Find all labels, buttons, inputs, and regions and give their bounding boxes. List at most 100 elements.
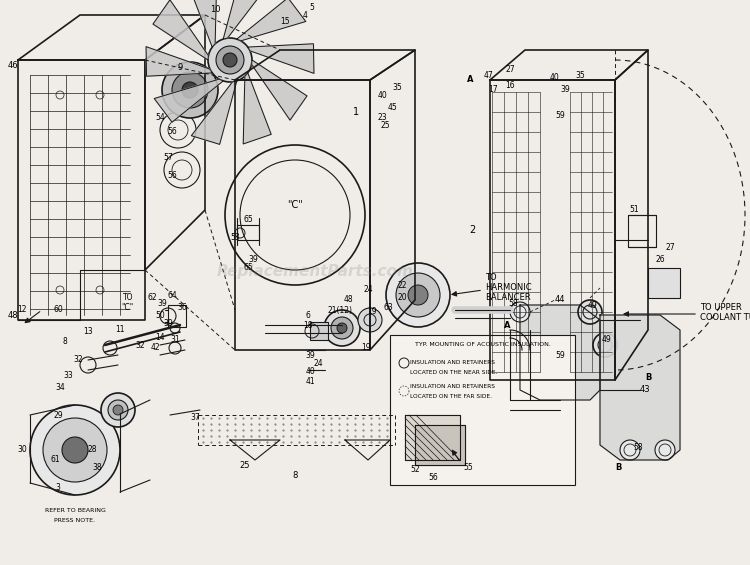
Text: 58: 58 — [509, 298, 518, 307]
Text: 39: 39 — [305, 350, 315, 359]
Circle shape — [30, 405, 120, 495]
Text: 1: 1 — [353, 107, 359, 117]
Circle shape — [386, 263, 450, 327]
Text: 54: 54 — [155, 112, 165, 121]
Text: 45: 45 — [387, 103, 397, 112]
Polygon shape — [154, 79, 224, 122]
Text: 50: 50 — [155, 311, 165, 319]
Text: REFER TO BEARING: REFER TO BEARING — [44, 507, 106, 512]
Text: 2: 2 — [469, 225, 475, 235]
Text: 56: 56 — [167, 128, 177, 137]
Polygon shape — [248, 44, 314, 73]
Circle shape — [408, 285, 428, 305]
Text: 38: 38 — [92, 463, 102, 472]
Text: HARMONIC: HARMONIC — [485, 284, 532, 293]
Polygon shape — [146, 47, 212, 76]
Polygon shape — [600, 315, 680, 460]
Text: 39: 39 — [164, 319, 172, 328]
Text: 27: 27 — [665, 244, 675, 253]
Text: 5: 5 — [310, 3, 314, 12]
Circle shape — [396, 273, 440, 317]
Polygon shape — [520, 305, 600, 400]
Text: 36: 36 — [177, 302, 187, 311]
Circle shape — [162, 62, 218, 118]
Polygon shape — [191, 81, 237, 145]
Text: "C": "C" — [121, 303, 133, 312]
Text: 11: 11 — [116, 325, 124, 334]
Polygon shape — [224, 0, 268, 39]
Text: ReplacementParts.com: ReplacementParts.com — [217, 264, 413, 279]
Text: 20: 20 — [398, 293, 406, 302]
Text: 40: 40 — [550, 73, 560, 82]
Bar — [628, 215, 656, 247]
Circle shape — [108, 400, 128, 420]
Circle shape — [101, 393, 135, 427]
Text: 30: 30 — [17, 445, 27, 454]
Text: 17: 17 — [488, 85, 498, 94]
Text: INSULATION AND RETAINERS: INSULATION AND RETAINERS — [410, 360, 495, 366]
Text: 3: 3 — [56, 483, 61, 492]
Text: 35: 35 — [392, 82, 402, 92]
Polygon shape — [237, 0, 306, 41]
Text: 25: 25 — [380, 120, 390, 129]
Text: LOCATED ON THE FAR SIDE.: LOCATED ON THE FAR SIDE. — [410, 393, 492, 398]
Text: 10: 10 — [210, 6, 220, 15]
Circle shape — [172, 72, 208, 108]
Text: 42: 42 — [150, 344, 160, 353]
Polygon shape — [405, 415, 460, 460]
Circle shape — [113, 405, 123, 415]
Text: 29: 29 — [53, 411, 63, 419]
Text: 15: 15 — [280, 18, 290, 27]
Text: 51: 51 — [629, 206, 639, 215]
Text: 47: 47 — [483, 71, 493, 80]
Text: 13: 13 — [83, 328, 93, 337]
Text: 57: 57 — [164, 154, 172, 163]
Circle shape — [655, 440, 675, 460]
Text: 40: 40 — [305, 367, 315, 376]
Text: 8: 8 — [62, 337, 68, 346]
Text: 39: 39 — [560, 85, 570, 94]
Text: 39: 39 — [248, 255, 258, 264]
Text: 49: 49 — [602, 336, 612, 345]
Text: 16: 16 — [506, 80, 515, 89]
Text: 24: 24 — [314, 359, 322, 367]
Text: INSULATION AND RETAINERS: INSULATION AND RETAINERS — [410, 385, 495, 389]
Text: 26: 26 — [656, 255, 664, 264]
Bar — [390, 335, 575, 485]
Text: 46: 46 — [8, 60, 19, 69]
Text: 41: 41 — [305, 376, 315, 385]
Text: B: B — [616, 463, 622, 472]
Text: 59: 59 — [555, 350, 565, 359]
Text: 25: 25 — [240, 460, 250, 470]
Text: PRESS NOTE.: PRESS NOTE. — [55, 518, 95, 523]
Text: 27: 27 — [506, 66, 515, 75]
Text: TYP. MOUNTING OF ACOUSTIC INSULATION.: TYP. MOUNTING OF ACOUSTIC INSULATION. — [415, 342, 550, 347]
Text: 6: 6 — [305, 311, 310, 319]
Polygon shape — [243, 73, 272, 144]
Text: 56: 56 — [167, 171, 177, 180]
Text: 28: 28 — [87, 445, 97, 454]
Text: 44: 44 — [555, 295, 566, 305]
Text: 35: 35 — [575, 71, 585, 80]
Circle shape — [43, 418, 107, 482]
Text: 33: 33 — [63, 371, 73, 380]
Text: 4: 4 — [302, 11, 307, 20]
Text: 18: 18 — [303, 320, 313, 329]
Text: 22: 22 — [398, 280, 406, 289]
Circle shape — [223, 53, 237, 67]
Text: 56: 56 — [428, 472, 438, 481]
Text: LOCATED ON THE NEAR SIDE.: LOCATED ON THE NEAR SIDE. — [410, 370, 497, 375]
Polygon shape — [415, 425, 465, 465]
Text: 60: 60 — [53, 306, 63, 315]
Circle shape — [324, 310, 360, 346]
Text: 49: 49 — [588, 301, 598, 310]
Circle shape — [331, 317, 353, 339]
Bar — [168, 305, 186, 327]
Bar — [237, 225, 259, 240]
Text: TO UPPER: TO UPPER — [700, 303, 742, 312]
Text: B: B — [645, 373, 651, 383]
Text: 64: 64 — [167, 290, 177, 299]
Text: 19: 19 — [368, 307, 376, 316]
Text: 58: 58 — [633, 444, 643, 453]
Text: 55: 55 — [463, 463, 472, 472]
